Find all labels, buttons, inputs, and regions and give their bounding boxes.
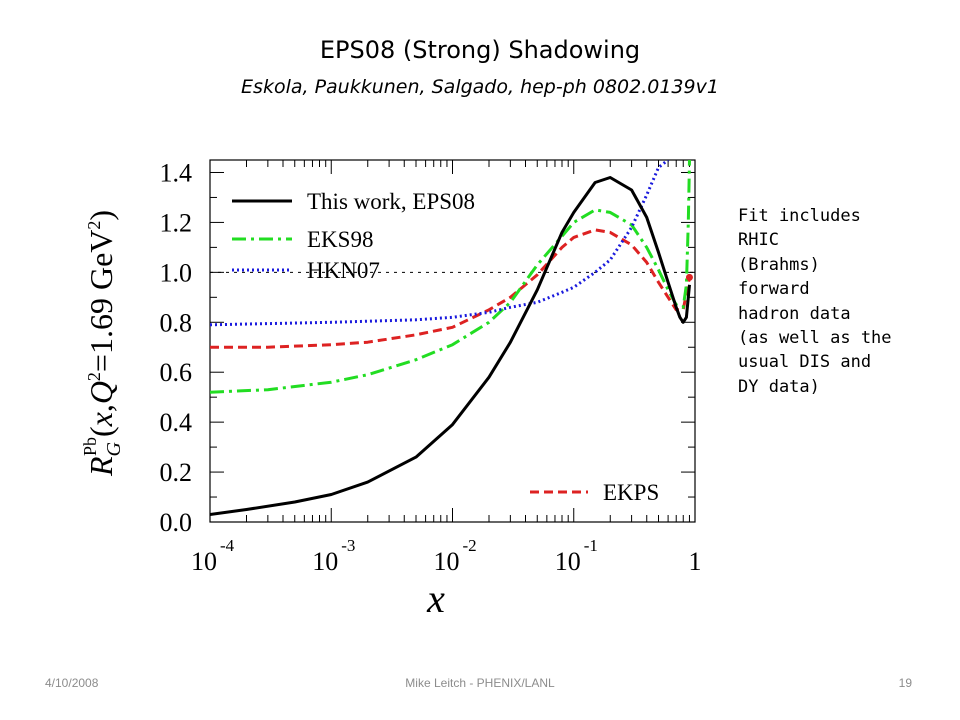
fit-note-line: Fit includes — [738, 206, 861, 226]
x-tick-exponent: -2 — [463, 536, 477, 555]
series-line — [210, 228, 691, 349]
fit-note-line: hadron data — [738, 303, 851, 324]
footer-presenter: Mike Leitch - PHENIX/LANL — [405, 676, 555, 690]
series-line — [210, 160, 691, 394]
y-axis-label-part: R — [83, 456, 119, 477]
y-tick-label: 0.6 — [160, 358, 193, 387]
series-end-point — [685, 273, 693, 281]
legend-label: EKPS — [603, 480, 659, 505]
y-axis-label-part: 2 — [84, 372, 104, 381]
series-line — [210, 176, 691, 516]
x-tick-label: 10 — [555, 547, 581, 576]
fit-note: Fit includes RHIC (Brahms) forward hadro… — [738, 204, 918, 399]
x-tick-label: 10 — [312, 547, 338, 576]
x-tick-exponent: -4 — [220, 536, 235, 555]
plot-frame — [209, 159, 696, 523]
fit-note-line: (as well as the — [738, 328, 892, 349]
y-axis-label-part: =1.69 GeV — [83, 230, 119, 372]
y-tick-label: 0.2 — [160, 458, 193, 487]
legend-label: This work, EPS08 — [307, 189, 475, 214]
fit-note-line: (Brahms) — [738, 254, 820, 275]
fit-note-line: DY data) — [738, 376, 820, 397]
x-tick-label: 1 — [689, 547, 702, 576]
y-axis-label: RGPb(x,Q2=1.69 GeV2) — [80, 210, 125, 477]
y-tick-label: 0.8 — [160, 308, 193, 337]
y-axis-label-part: Q — [83, 381, 119, 404]
y-tick-label: 1.4 — [160, 158, 193, 187]
y-axis-label-part: ) — [83, 210, 119, 221]
y-axis-label-part: Pb — [80, 437, 100, 456]
x-tick-label: 10 — [434, 547, 460, 576]
x-tick-exponent: -3 — [341, 536, 355, 555]
y-axis-label-part: 2 — [84, 221, 104, 230]
slide-title: EPS08 (Strong) Shadowing — [319, 36, 641, 64]
slide-subtitle: Eskola, Paukkunen, Salgado, hep-ph 0802.… — [241, 76, 719, 98]
footer-date: 4/10/2008 — [45, 676, 99, 690]
footer-page-number: 19 — [898, 676, 912, 690]
fit-note-line: forward — [738, 279, 810, 300]
legend-label: HKN07 — [307, 258, 380, 283]
y-axis-label-part: , — [83, 404, 119, 412]
x-tick-exponent: -1 — [584, 536, 598, 555]
fit-note-line: usual DIS and — [738, 352, 872, 373]
fit-note-line: RHIC — [738, 230, 779, 251]
x-tick-label: 10 — [191, 547, 217, 576]
series-line — [210, 160, 670, 327]
x-axis-label: x — [426, 576, 445, 621]
y-tick-label: 1.0 — [160, 258, 193, 287]
y-axis-label-part: ( — [83, 426, 119, 437]
y-tick-label: 0.4 — [160, 408, 193, 437]
y-tick-label: 1.2 — [160, 208, 193, 237]
y-axis-label-part: G — [103, 442, 125, 457]
legend-label: EKS98 — [307, 227, 373, 252]
y-axis-label-part: x — [83, 412, 119, 427]
y-tick-label: 0.0 — [160, 508, 193, 537]
